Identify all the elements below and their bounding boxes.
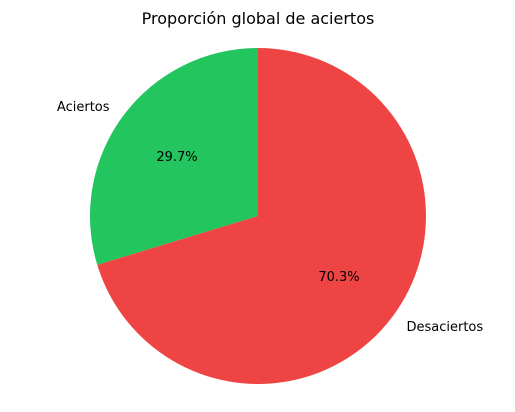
slice-percent-desaciertos: 70.3% bbox=[318, 270, 359, 285]
pie-labels: Aciertos 29.7% Desaciertos 70.3% bbox=[57, 100, 483, 335]
slice-label-desaciertos: Desaciertos bbox=[406, 320, 483, 335]
slice-percent-aciertos: 29.7% bbox=[156, 150, 197, 165]
pie-slice-desaciertos bbox=[97, 48, 426, 384]
slice-label-aciertos: Aciertos bbox=[57, 100, 110, 115]
pie-slices bbox=[89, 48, 426, 384]
pie-slice-aciertos bbox=[89, 48, 259, 265]
chart-title: Proporción global de aciertos bbox=[142, 9, 375, 28]
